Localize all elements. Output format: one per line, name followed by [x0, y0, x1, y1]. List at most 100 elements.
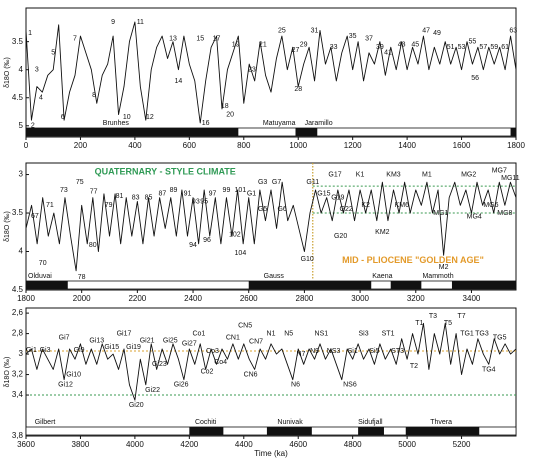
stage-label: N9 — [310, 348, 319, 355]
normal-chron — [266, 427, 312, 435]
stage-label: T2 — [410, 363, 418, 370]
chron-label: Thvera — [430, 419, 452, 426]
stage-label: 3 — [35, 67, 39, 74]
chron-label: Olduvai — [28, 273, 52, 280]
stage-label: 35 — [349, 33, 357, 40]
stage-label: M2 — [439, 264, 449, 271]
stage-label: 59 — [490, 44, 498, 51]
x-tick-label: 2600 — [240, 294, 258, 303]
stage-label: 51 — [447, 44, 455, 51]
normal-chron — [295, 128, 318, 136]
stage-label: G15 — [317, 191, 330, 198]
x-tick-label: 2000 — [73, 294, 91, 303]
stage-label: T3 — [429, 313, 437, 320]
stage-label: 11 — [137, 19, 144, 26]
stage-label: 37 — [365, 36, 373, 43]
normal-chron — [358, 427, 384, 435]
stage-label: MG11 — [501, 175, 520, 182]
stage-label: M1 — [422, 171, 432, 178]
x-tick-label: 3600 — [17, 440, 35, 449]
stage-label: 85 — [145, 194, 153, 201]
stage-label: TG5 — [493, 335, 507, 342]
normal-chron — [390, 281, 422, 289]
normal-chron — [248, 281, 372, 289]
stage-label: Co1 — [192, 330, 205, 337]
stage-label: 18 — [221, 103, 229, 110]
x-axis-label: Time (ka) — [254, 449, 288, 458]
stage-label: 23 — [248, 67, 256, 74]
stage-label: 20 — [226, 111, 234, 118]
stage-label: Gi21 — [140, 338, 155, 345]
x-tick-label: 1200 — [344, 141, 362, 150]
stage-label: Gi13 — [89, 338, 104, 345]
y-tick-label: 3.5 — [12, 208, 24, 217]
stage-label: 27 — [292, 47, 300, 54]
normal-chron — [189, 427, 224, 435]
y-tick-label: 3.5 — [12, 37, 24, 46]
y-axis-label: δ18O (‰) — [4, 57, 11, 88]
stage-label: 91 — [184, 191, 192, 198]
x-tick-label: 400 — [128, 141, 142, 150]
stage-label: 16 — [202, 120, 210, 127]
stage-label: Si1 — [348, 348, 358, 355]
stage-label: Gi9 — [74, 347, 85, 354]
stage-label: T1 — [415, 320, 423, 327]
stage-label: MG7 — [492, 168, 507, 175]
y-tick-label: 2,6 — [12, 308, 24, 317]
stage-label: G19 — [331, 194, 344, 201]
stage-label: 99 — [223, 187, 231, 194]
stage-label: MG6 — [483, 202, 498, 209]
stage-label: 7 — [73, 36, 77, 43]
y-axis-label: δ18O (‰) — [4, 357, 11, 388]
stage-label: K1 — [356, 171, 365, 178]
x-tick-label: 1800 — [17, 294, 35, 303]
stage-label: 80 — [89, 242, 97, 249]
stage-label: 83 — [132, 194, 140, 201]
stage-label: 67 — [31, 213, 39, 220]
stage-label: 17 — [213, 36, 221, 43]
y-tick-label: 5 — [19, 121, 24, 130]
stage-label: 2 — [31, 123, 35, 130]
stage-label: MG2 — [461, 171, 476, 178]
x-tick-label: 3200 — [407, 294, 425, 303]
stage-label: G7 — [272, 179, 281, 186]
y-tick-label: 4.5 — [12, 285, 24, 294]
stage-label: 75 — [76, 179, 84, 186]
stage-label: 87 — [159, 191, 167, 198]
stage-label: 94 — [189, 242, 197, 249]
stage-label: G17 — [328, 171, 341, 178]
x-tick-label: 3000 — [351, 294, 369, 303]
stage-label: G1 — [247, 191, 256, 198]
stage-label: Gi25 — [163, 338, 178, 345]
stage-label: TG1 — [460, 330, 474, 337]
stage-label: 96 — [203, 237, 211, 244]
stage-label: N1 — [267, 330, 276, 337]
stage-label: CN6 — [244, 371, 258, 378]
stage-label: 101 — [235, 187, 247, 194]
x-tick-label: 4800 — [344, 440, 362, 449]
stage-label: 14 — [175, 78, 183, 85]
stage-label: MG4 — [467, 214, 482, 221]
stage-label: 70 — [39, 260, 47, 267]
x-tick-label: 0 — [24, 141, 29, 150]
x-tick-label: 2400 — [184, 294, 202, 303]
stage-label: TG3 — [475, 330, 489, 337]
stage-label: 95 — [200, 198, 208, 205]
stage-label: 12 — [146, 114, 154, 121]
x-tick-label: 5200 — [453, 440, 471, 449]
normal-chron — [451, 281, 516, 289]
x-tick-label: 3800 — [72, 440, 90, 449]
y-tick-label: 4.5 — [12, 93, 24, 102]
data-line — [25, 21, 517, 124]
stage-label: G20 — [334, 233, 347, 240]
y-tick-label: 3 — [19, 170, 24, 179]
stage-label: 104 — [235, 250, 247, 257]
stage-label: Gi20 — [129, 402, 144, 409]
stage-label: 13 — [169, 36, 177, 43]
chron-label: Nunivak — [277, 419, 303, 426]
chron-label: Cochiti — [195, 419, 217, 426]
stage-label: Gi12 — [58, 382, 73, 389]
plot-frame — [25, 7, 517, 138]
stage-label: NS1 — [315, 330, 329, 337]
stage-label: G10 — [301, 256, 314, 263]
